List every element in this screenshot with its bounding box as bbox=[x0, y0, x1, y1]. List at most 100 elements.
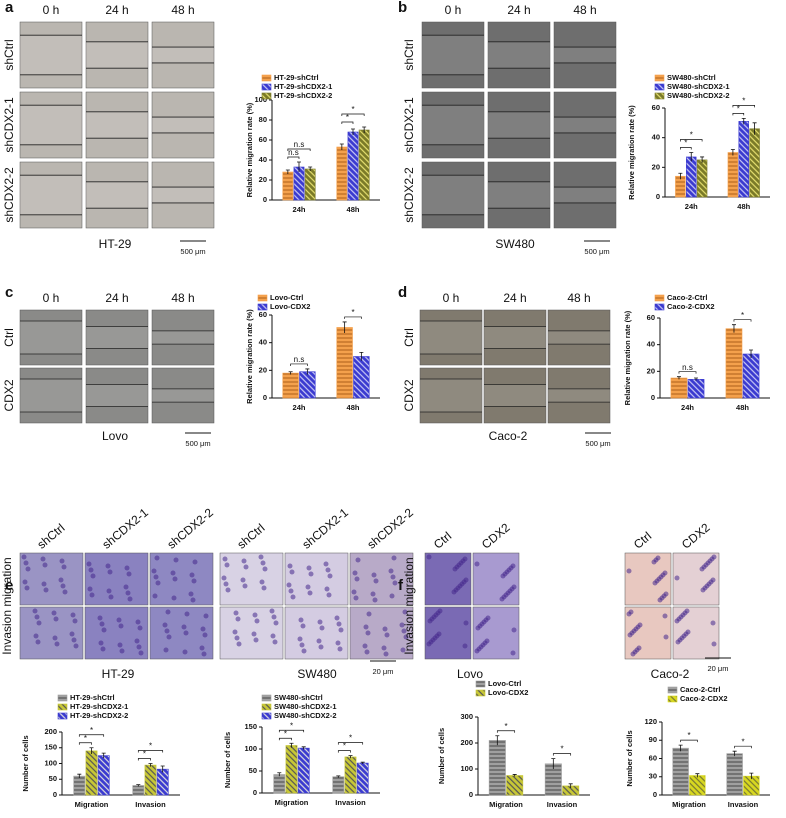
y-tick-label: 300 bbox=[460, 712, 473, 721]
cell bbox=[70, 612, 76, 618]
wound-area bbox=[152, 187, 214, 203]
error-bar bbox=[495, 735, 500, 746]
cell bbox=[138, 650, 144, 656]
error-bar bbox=[148, 763, 153, 767]
y-tick-label: 60 bbox=[652, 103, 660, 112]
cell bbox=[372, 597, 378, 603]
legend-swatch bbox=[654, 303, 665, 311]
error-bar bbox=[749, 772, 754, 780]
column-label: 24 h bbox=[105, 291, 128, 305]
cell bbox=[335, 640, 341, 646]
cell bbox=[674, 618, 680, 624]
cell bbox=[127, 596, 133, 602]
significance-label: * bbox=[284, 729, 287, 738]
cell bbox=[203, 613, 209, 619]
cell bbox=[172, 576, 178, 582]
legend-swatch bbox=[261, 694, 272, 702]
cell bbox=[32, 608, 38, 614]
bar bbox=[304, 168, 316, 201]
y-tick-label: 20 bbox=[652, 162, 660, 171]
wound-area bbox=[488, 41, 550, 69]
bar bbox=[686, 156, 697, 198]
cell bbox=[626, 568, 632, 574]
error-bar bbox=[568, 783, 573, 788]
column-label: 48 h bbox=[171, 3, 194, 17]
micrograph bbox=[151, 21, 215, 89]
significance-label: * bbox=[346, 113, 349, 122]
cell bbox=[251, 631, 257, 637]
significance-bracket bbox=[137, 750, 164, 753]
cell bbox=[254, 618, 260, 624]
micrograph bbox=[487, 21, 551, 89]
cell bbox=[327, 573, 333, 579]
y-tick-label: 40 bbox=[259, 338, 267, 347]
significance-bracket bbox=[278, 737, 292, 741]
significance-bracket bbox=[732, 113, 745, 116]
wound-area bbox=[422, 35, 484, 75]
significance-bracket bbox=[290, 363, 308, 366]
bar bbox=[356, 762, 369, 794]
cell bbox=[262, 566, 268, 572]
micrograph bbox=[85, 91, 149, 159]
cell bbox=[427, 618, 433, 624]
error-bar bbox=[700, 156, 705, 163]
cell bbox=[51, 610, 57, 616]
legend-label: SW480-shCDX2-1 bbox=[667, 82, 730, 91]
micrograph bbox=[149, 552, 214, 606]
row-label: shCDX2-1 bbox=[402, 97, 416, 153]
cell bbox=[351, 589, 357, 595]
micrograph bbox=[85, 309, 149, 366]
micrograph bbox=[547, 309, 611, 366]
micrograph bbox=[151, 309, 215, 366]
error-bar bbox=[551, 758, 556, 769]
micrograph bbox=[19, 367, 83, 424]
legend-label: SW480-shCDX2-2 bbox=[667, 91, 730, 100]
cell bbox=[90, 573, 96, 579]
x-tick-label: Migration bbox=[672, 800, 706, 809]
micrograph bbox=[284, 552, 349, 606]
error-bar bbox=[676, 376, 681, 380]
cell bbox=[69, 631, 75, 637]
scale-bar-label: 500 μm bbox=[584, 247, 609, 256]
cell bbox=[298, 617, 304, 623]
bar bbox=[689, 775, 706, 796]
x-tick-label: 24h bbox=[293, 205, 306, 214]
wound-area bbox=[20, 321, 82, 354]
x-tick-label: Migration bbox=[275, 798, 309, 807]
bar bbox=[672, 747, 689, 796]
significance-bracket bbox=[278, 729, 305, 733]
cell bbox=[451, 589, 457, 595]
legend-label: SW480-shCDX2-2 bbox=[274, 711, 337, 720]
row-label: Invasion migration bbox=[0, 557, 14, 654]
cell bbox=[164, 628, 170, 634]
error-bar bbox=[342, 321, 347, 333]
cell bbox=[242, 583, 248, 589]
cell bbox=[35, 639, 41, 645]
cell bbox=[58, 577, 64, 583]
cell bbox=[22, 579, 28, 585]
micrograph bbox=[349, 552, 414, 606]
column-label: CDX2 bbox=[679, 520, 713, 552]
bar bbox=[332, 776, 345, 794]
error-bar bbox=[89, 747, 94, 755]
cell bbox=[710, 620, 716, 626]
cell bbox=[153, 574, 159, 580]
cell bbox=[234, 635, 240, 641]
legend-swatch bbox=[57, 703, 68, 711]
micrograph bbox=[487, 91, 551, 159]
error-bar bbox=[749, 349, 754, 358]
significance-label: * bbox=[290, 721, 293, 730]
cell bbox=[325, 567, 331, 573]
cell bbox=[105, 563, 111, 569]
cell bbox=[383, 651, 389, 657]
wound-area bbox=[86, 326, 148, 349]
column-label: 48 h bbox=[573, 3, 596, 17]
significance-label: n.s bbox=[288, 148, 299, 157]
cell bbox=[353, 595, 359, 601]
cell bbox=[222, 556, 228, 562]
error-bar bbox=[305, 368, 310, 375]
x-tick-label: 48h bbox=[347, 403, 360, 412]
cell bbox=[316, 638, 322, 644]
row-label: shCtrl bbox=[2, 39, 16, 70]
bar bbox=[353, 356, 370, 399]
